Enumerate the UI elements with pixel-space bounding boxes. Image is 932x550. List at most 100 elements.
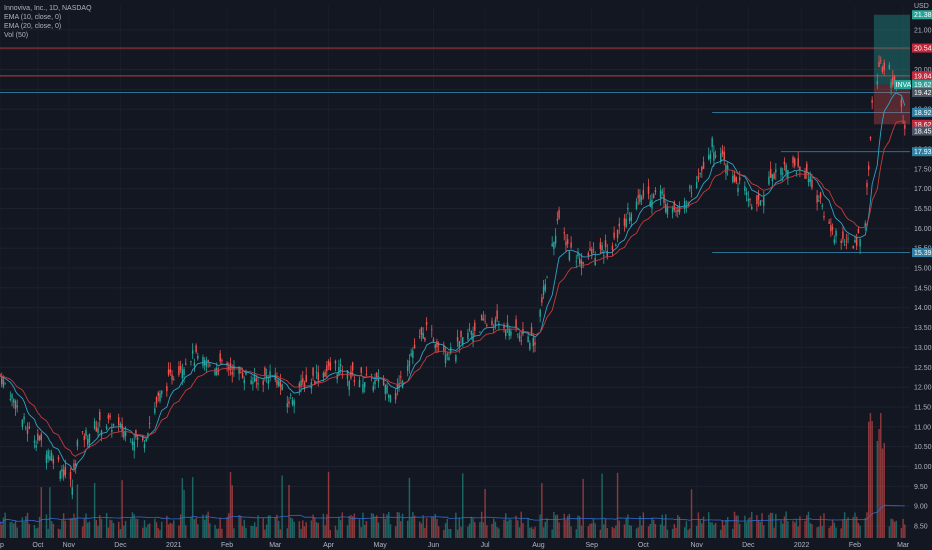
candle-body <box>806 163 808 173</box>
volume-bar <box>831 520 834 538</box>
volume-bar <box>726 517 729 538</box>
volume-bar <box>130 518 132 538</box>
price-tag <box>912 80 932 90</box>
volume-bar <box>606 528 608 538</box>
volume-bar <box>216 528 218 538</box>
volume-bar <box>654 524 657 538</box>
volume-bar <box>663 525 665 538</box>
x-tick-label: Oct <box>32 542 43 549</box>
volume-bar <box>580 525 583 538</box>
candle-body <box>799 166 801 170</box>
candle-body <box>775 169 777 173</box>
volume-bar <box>685 521 688 538</box>
x-tick-label: Jul <box>481 542 490 549</box>
candle-body <box>329 362 332 371</box>
volume-bar <box>360 527 362 538</box>
volume-bar <box>410 516 412 538</box>
volume-bar <box>520 511 522 538</box>
candle-body <box>253 374 256 382</box>
candle-body <box>413 344 416 349</box>
volume-bar <box>157 528 159 538</box>
candle-body <box>449 347 452 354</box>
candle-body <box>591 249 593 255</box>
volume-bar <box>895 520 897 538</box>
volume-bar <box>625 518 627 538</box>
volume-bar <box>21 517 24 538</box>
volume-bar <box>799 516 801 538</box>
candle-body <box>425 322 428 325</box>
volume-bar <box>195 517 197 538</box>
candle-body <box>852 245 854 249</box>
candle-body <box>830 224 832 232</box>
volume-bar <box>99 515 101 538</box>
volume-bar <box>792 520 794 538</box>
volume-bar <box>45 514 48 538</box>
candle-body <box>695 181 698 189</box>
candle-body <box>642 190 645 197</box>
candle-body <box>725 164 727 174</box>
volume-bar <box>166 515 168 538</box>
volume-bar <box>159 530 161 538</box>
volume-bar <box>494 521 497 538</box>
volume-bar <box>711 522 713 538</box>
candle-body <box>190 361 192 362</box>
candle-body <box>265 375 268 379</box>
candle-body <box>747 198 750 202</box>
volume-bar <box>131 512 134 538</box>
volume-bar <box>869 413 872 538</box>
candle-body <box>231 372 233 375</box>
volume-bar <box>470 516 473 538</box>
volume-bar <box>630 525 633 538</box>
price-tag-label: 18.62 <box>914 122 932 129</box>
candle-body <box>687 203 689 205</box>
volume-bar <box>708 512 710 538</box>
candle-body <box>787 170 789 179</box>
volume-bar <box>293 521 295 538</box>
candle-body <box>733 174 736 182</box>
volume-bar <box>456 529 459 538</box>
volume-bar <box>735 515 737 538</box>
volume-bar <box>876 440 879 538</box>
volume-bar <box>819 515 822 538</box>
candle-body <box>358 379 361 388</box>
candle-body <box>124 431 127 437</box>
volume-bar <box>763 525 765 538</box>
volume-bar <box>277 520 280 538</box>
volume-bar <box>93 482 96 538</box>
volume-bar <box>871 421 873 538</box>
volume-bar <box>338 517 340 538</box>
candle-body <box>50 452 53 461</box>
candle-body <box>327 361 330 366</box>
candle-body <box>105 426 108 430</box>
volume-bar <box>35 528 37 538</box>
candle-body <box>424 337 426 341</box>
volume-bar <box>107 527 110 538</box>
candle-body <box>615 244 617 247</box>
volume-bar <box>582 478 584 538</box>
candle-body <box>221 360 223 361</box>
candle-body <box>867 165 870 170</box>
volume-bar <box>288 485 290 538</box>
candle-body <box>135 429 137 438</box>
candle-body <box>382 379 385 386</box>
candle-body <box>601 245 603 251</box>
volume-bar <box>751 512 753 538</box>
candle-body <box>298 383 301 388</box>
candle-body <box>315 371 318 373</box>
candle-body <box>145 438 147 442</box>
candle-body <box>486 325 488 326</box>
volume-bar <box>310 520 313 538</box>
price-tag-label: 20.54 <box>914 46 932 53</box>
x-tick-label: Nov <box>690 542 703 549</box>
candle-body <box>713 152 715 161</box>
candle-body <box>904 124 906 129</box>
candle-body <box>71 487 73 495</box>
candle-body <box>527 336 529 343</box>
volume-bar <box>351 516 354 538</box>
candle-body <box>835 230 837 237</box>
volume-bar <box>506 521 509 538</box>
candle-body <box>640 196 643 200</box>
candle-body <box>902 121 904 123</box>
volume-bar <box>847 517 849 538</box>
